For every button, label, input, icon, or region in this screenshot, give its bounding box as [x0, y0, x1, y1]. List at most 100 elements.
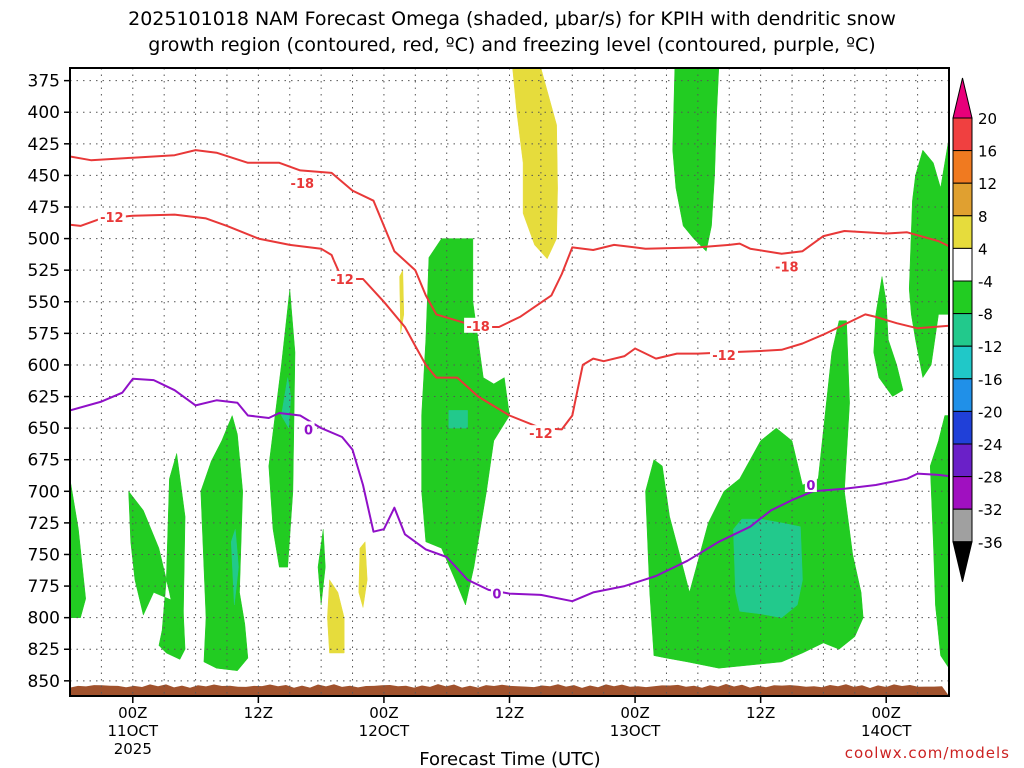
y-tick-label-625: 625	[28, 388, 60, 408]
omega-region-17	[358, 541, 368, 608]
contour-label-6: -12	[529, 427, 553, 442]
contour-label-bg-0	[288, 174, 317, 190]
contour-label-bg-9	[804, 476, 817, 492]
colorbar-label-12: -32	[978, 501, 1003, 519]
omega-region-14	[230, 529, 239, 606]
omega-region-10	[929, 415, 949, 669]
y-tick-label-825: 825	[28, 640, 60, 660]
y-tick-label-375: 375	[28, 72, 60, 92]
y-tick-label-725: 725	[28, 514, 60, 534]
omega-shading-layer	[70, 68, 949, 671]
y-tick-label-775: 775	[28, 577, 60, 597]
y-tick-label-525: 525	[28, 261, 60, 281]
colorbar-label-11: -28	[978, 469, 1003, 487]
y-tick-label-500: 500	[28, 230, 60, 250]
x-tick-date-6: 14OCT	[861, 722, 912, 740]
contour-label-bg-2	[328, 271, 357, 287]
contour-label-bg-8	[490, 585, 503, 601]
contour-label-8: 0	[492, 588, 501, 603]
omega-region-4	[317, 529, 326, 606]
colorbar-label-8: -16	[978, 371, 1003, 389]
x-tick-year-0: 2025	[114, 740, 152, 758]
chart-title-line1: 2025101018 NAM Forecast Omega (shaded, μ…	[128, 8, 896, 30]
colorbar-label-3: 8	[978, 208, 988, 226]
colorbar-swatch-3	[952, 182, 973, 217]
y-tick-label-650: 650	[28, 419, 60, 439]
x-tick-label-3: 12Z	[495, 704, 524, 722]
omega-region-3	[268, 289, 296, 568]
contour-label-1: -12	[100, 211, 124, 226]
omega-region-13	[281, 377, 292, 429]
chart-title-line2: growth region (contoured, red, ºC) and f…	[148, 34, 876, 56]
colorbar-swatch-10	[952, 410, 973, 445]
contour-label-bg-1	[97, 209, 126, 225]
colorbar-label-10: -24	[978, 436, 1003, 454]
contour-label-2: -12	[330, 273, 354, 288]
colorbar-swatch-7	[952, 313, 973, 347]
colorbar-swatch-4	[952, 215, 973, 249]
y-tick-label-450: 450	[28, 166, 60, 186]
y-axis: 375 400 425 450 475 500 525 550 575 600 625 650 675 7…	[28, 72, 70, 692]
x-tick-date-4: 13OCT	[610, 722, 661, 740]
x-tick-label-6: 00Z	[872, 704, 901, 722]
colorbar-swatch-11	[952, 443, 973, 478]
colorbar-swatch-12	[952, 476, 973, 510]
freezing-level-contour-3	[70, 377, 949, 603]
x-tick-label-2: 00Z	[369, 704, 398, 722]
contour-label-bg-6	[526, 425, 555, 441]
dgz-contour-2	[332, 259, 949, 431]
colorbar-legend: 20 16 12 8 4 -4 -8 -12 -16 -20 -24 -28 -32 -36	[952, 77, 1003, 582]
colorbar-swatch-8	[952, 345, 973, 380]
x-tick-label-0: 00Z	[118, 704, 147, 722]
x-tick-label-4: 00Z	[620, 704, 649, 722]
x-tick-label-5: 12Z	[746, 704, 775, 722]
colorbar-swatch-6	[952, 280, 973, 315]
colorbar-label-9: -20	[978, 403, 1003, 421]
x-tick-date-2: 12OCT	[359, 722, 410, 740]
y-tick-label-850: 850	[28, 672, 60, 692]
contour-label-7: 0	[304, 423, 313, 438]
contour-label-9: 0	[806, 479, 815, 494]
colorbar-label-7: -12	[978, 338, 1003, 356]
colorbar-swatch-top	[952, 77, 973, 119]
contour-label-0: -18	[291, 177, 315, 192]
contour-label-bg-4	[710, 346, 739, 362]
colorbar-label-6: -8	[978, 306, 993, 324]
y-tick-label-550: 550	[28, 293, 60, 313]
contour-label-4: -12	[712, 349, 736, 364]
x-tick-date-0: 11OCT	[108, 722, 159, 740]
y-tick-label-425: 425	[28, 135, 60, 155]
y-tick-label-475: 475	[28, 198, 60, 218]
grid-layer	[70, 68, 949, 696]
omega-region-15	[512, 68, 558, 260]
omega-region-11	[448, 410, 468, 429]
contour-label-layer: -18 -12 -12 -18 -12 -18 -12 0 0 0	[97, 174, 817, 603]
contour-label-bg-7	[302, 421, 315, 437]
dgz-contour-0	[70, 149, 949, 328]
colorbar-label-0: 20	[978, 110, 997, 128]
omega-region-1	[128, 453, 186, 660]
omega-region-16	[327, 579, 345, 654]
contour-label-bg-5	[772, 258, 801, 274]
colorbar-swatch-2	[952, 150, 973, 184]
y-tick-label-600: 600	[28, 356, 60, 376]
colorbar-label-1: 16	[978, 143, 997, 161]
contour-label-5: -18	[775, 260, 799, 275]
omega-region-9	[908, 137, 949, 379]
y-tick-label-575: 575	[28, 324, 60, 344]
colorbar-label-4: 4	[978, 240, 988, 258]
contour-label-3: -18	[466, 320, 490, 335]
y-tick-label-400: 400	[28, 103, 60, 123]
colorbar-swatch-bottom	[952, 541, 973, 582]
x-axis-title: Forecast Time (UTC)	[419, 749, 600, 768]
colorbar-swatch-13	[952, 508, 973, 543]
omega-region-12	[733, 518, 803, 618]
omega-region-8	[873, 276, 904, 397]
y-tick-label-700: 700	[28, 482, 60, 502]
colorbar-swatch-1	[952, 117, 973, 152]
y-tick-label-800: 800	[28, 609, 60, 629]
colorbar-label-2: 12	[978, 175, 997, 193]
x-tick-label-1: 12Z	[244, 704, 273, 722]
